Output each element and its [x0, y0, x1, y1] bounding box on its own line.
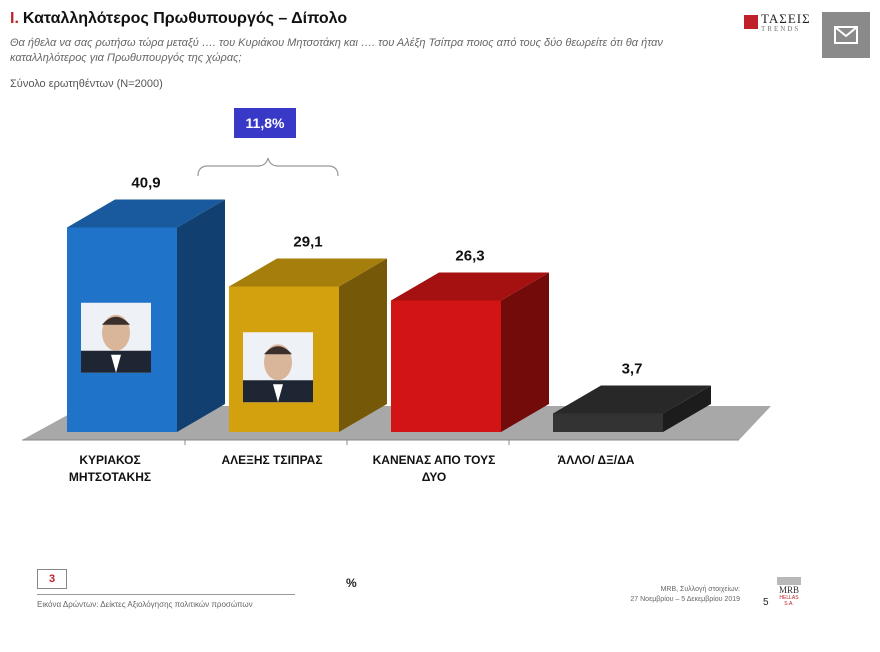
- bar-side: [339, 258, 387, 432]
- photo-hair: [264, 346, 292, 355]
- logo-line1: ΤΑΣΕΙΣ: [761, 11, 811, 26]
- photo-shirt: [273, 384, 283, 403]
- page-box: 3: [37, 569, 67, 589]
- question-text: Θα ήθελα να σας ρωτήσω τώρα μεταξύ …. το…: [10, 37, 663, 64]
- bar-top: [229, 258, 387, 287]
- bar-front: [553, 413, 663, 432]
- bar-3: [391, 272, 549, 432]
- bar-top: [391, 272, 549, 301]
- bar-side: [663, 385, 711, 432]
- bar-1: [67, 199, 225, 432]
- bar-side: [177, 199, 225, 432]
- page-number: 5: [763, 597, 769, 608]
- taseis-logo: ΤΑΣΕΙΣ TRENDS: [744, 11, 811, 35]
- title-text: Καταλληλότερος Πρωθυπουργός – Δίπολο: [22, 10, 348, 27]
- bar-2: [229, 258, 387, 432]
- source-line1: MRB, Συλλογή στοιχείων:: [660, 586, 740, 593]
- mrb-logo-bar: [777, 577, 801, 585]
- section-number: I.: [10, 10, 19, 27]
- value-label-3: 26,3: [455, 248, 484, 265]
- difference-badge: 11,8%: [234, 108, 296, 138]
- mail-button[interactable]: [822, 12, 870, 58]
- category-label-3: ΚΑΝΕΝΑΣ ΑΠΟ ΤΟΥΣ ΔΥΟ: [372, 453, 496, 484]
- base-text: Σύνολο ερωτηθέντων (N=2000): [10, 78, 163, 90]
- bar-side: [501, 272, 549, 432]
- value-label-2: 29,1: [293, 234, 322, 251]
- photo-shirt: [111, 354, 121, 373]
- logo-mark: [744, 15, 758, 29]
- mail-icon: [834, 26, 858, 44]
- footer-divider: [37, 594, 295, 595]
- difference-bracket: [197, 157, 339, 177]
- footer-text: Εικόνα Δρώντων: Δείκτες Αξιολόγησης πολι…: [37, 600, 253, 609]
- category-label-2: ΑΛΕΞΗΣ ΤΣΙΠΡΑΣ: [221, 453, 323, 467]
- bar-front: [391, 300, 501, 432]
- bar-top: [67, 199, 225, 228]
- mrb-logo: MRB HELLAS S.A.: [777, 577, 801, 607]
- category-label-1: ΚΥΡΙΑΚΟΣ ΜΗΤΣΟΤΑΚΗΣ: [68, 453, 152, 484]
- page-title: I. Καταλληλότερος Πρωθυπουργός – Δίπολο: [10, 10, 347, 28]
- candidate-photo: [243, 332, 313, 403]
- mrb-logo-text: MRB: [778, 585, 799, 595]
- photo-hair: [102, 316, 130, 325]
- bar-top: [553, 385, 711, 414]
- mrb-logo-sub: HELLAS S.A.: [779, 595, 799, 607]
- source-line2: 27 Νοεμβρίου – 5 Δεκεμβρίου 2019: [630, 596, 740, 603]
- candidate-photo: [81, 302, 151, 373]
- unit-label: %: [346, 576, 357, 590]
- bar-4: [553, 385, 711, 432]
- category-label-4: ΆΛΛΟ/ ΔΞ/ΔΑ: [557, 453, 635, 467]
- value-label-4: 3,7: [622, 361, 643, 378]
- logo-line2: TRENDS: [761, 25, 801, 33]
- source-text: MRB, Συλλογή στοιχείων: 27 Νοεμβρίου – 5…: [590, 585, 740, 605]
- value-label-1: 40,9: [131, 175, 160, 192]
